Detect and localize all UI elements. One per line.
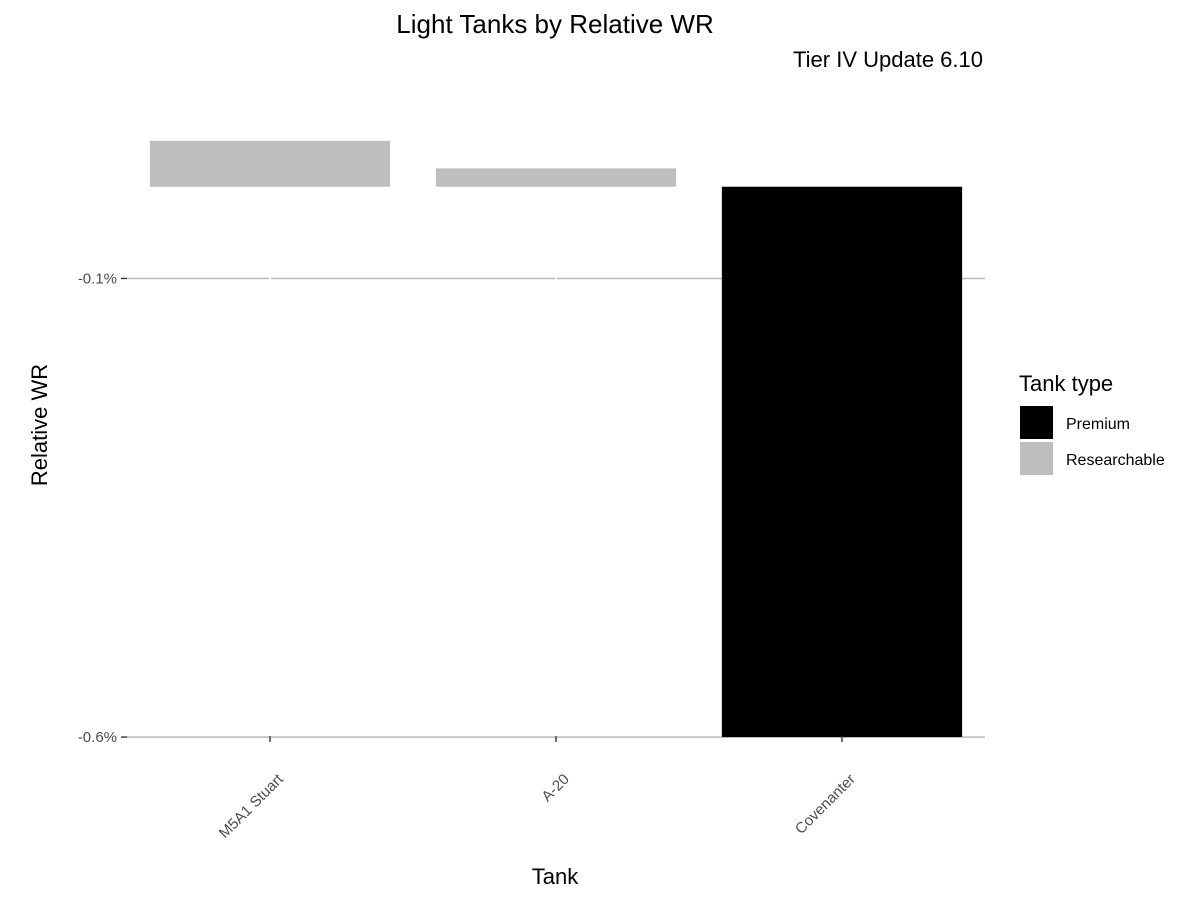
legend-label-premium: Premium xyxy=(1066,416,1130,433)
legend: Tank type Premium Researchable xyxy=(1019,371,1165,475)
x-tick-label: A-20 xyxy=(538,771,572,805)
bar-covenanter xyxy=(721,186,963,738)
y-axis: -0.1% -0.6% xyxy=(78,270,127,746)
y-axis-title: Relative WR xyxy=(27,364,52,486)
legend-label-researchable: Researchable xyxy=(1066,452,1165,469)
chart-subtitle: Tier IV Update 6.10 xyxy=(793,47,983,72)
y-tick-label: -0.1% xyxy=(78,270,117,287)
legend-entries: Premium Researchable xyxy=(1020,406,1165,475)
x-tick-label: Covenanter xyxy=(792,771,859,838)
legend-key-researchable xyxy=(1020,442,1053,475)
x-tick-label: M5A1 Stuart xyxy=(216,770,288,842)
bar-a-20 xyxy=(435,168,677,187)
legend-key-premium xyxy=(1020,406,1053,439)
x-axis: M5A1 Stuart A-20 Covenanter xyxy=(216,736,859,842)
y-tick-label: -0.6% xyxy=(78,729,117,746)
legend-title: Tank type xyxy=(1019,371,1113,396)
bar-m5a1-stuart xyxy=(149,140,391,187)
bars-layer xyxy=(149,140,963,738)
chart-title: Light Tanks by Relative WR xyxy=(396,9,713,39)
x-axis-title: Tank xyxy=(532,864,579,889)
